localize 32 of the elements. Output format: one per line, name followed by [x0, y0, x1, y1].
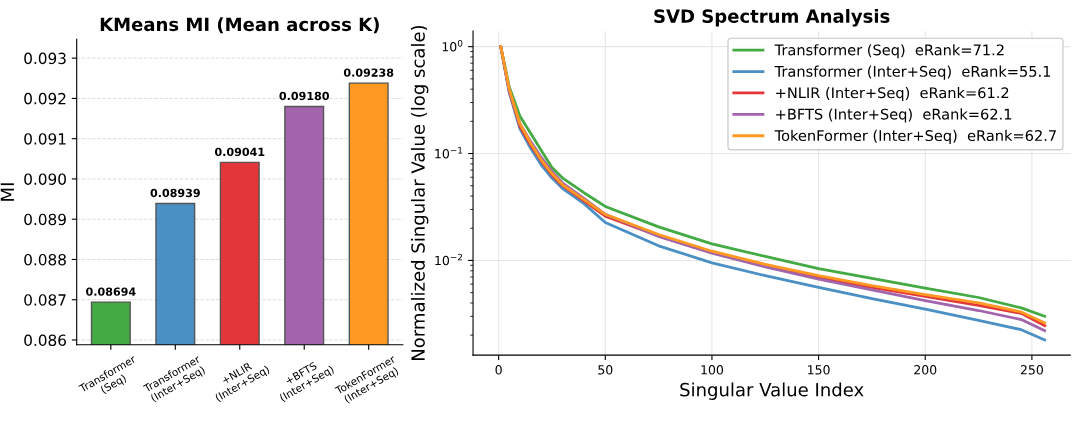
- data-label: 0.09180: [279, 91, 329, 101]
- y-tick-label: 0.091: [24, 133, 66, 145]
- legend-label: +BFTS (Inter+Seq) eRank=62.1: [776, 108, 1012, 123]
- y-tick-label: 0.093: [24, 52, 66, 65]
- y-tick-label: 0.086: [24, 334, 66, 346]
- y-axis-title: Normalized Singular Value (log scale): [410, 25, 429, 361]
- data-label: 0.09041: [214, 147, 265, 157]
- legend-label: +NLIR (Inter+Seq) eRank=61.2: [776, 86, 1009, 102]
- y-tick-label: 10$^{0}$: [442, 40, 463, 52]
- x-tick-label: 200: [914, 365, 937, 375]
- legend-label: Transformer (Inter+Seq) eRank=55.1: [774, 65, 1051, 80]
- data-label: 0.08939: [150, 188, 200, 198]
- x-tick-label: 150: [808, 365, 830, 375]
- y-tick-label: 0.089: [24, 213, 66, 226]
- x-tick-label: 0: [495, 365, 502, 375]
- legend-label: TokenFormer (Inter+Seq) eRank=62.7: [774, 129, 1056, 144]
- y-tick-label: 0.087: [24, 294, 66, 306]
- y-tick-label: 10$^{−1}$: [435, 147, 463, 159]
- x-tick-label: 100: [701, 365, 724, 375]
- y-axis-title: MI: [0, 183, 14, 201]
- x-axis-title: Singular Value Index: [680, 382, 864, 400]
- x-tick-label: 250: [1020, 365, 1043, 375]
- legend-label: Transformer (Seq) eRank=71.2: [774, 44, 1004, 59]
- data-label: 0.08694: [86, 287, 136, 296]
- data-label: 0.09238: [343, 68, 394, 77]
- y-tick-label: 10$^{−2}$: [435, 253, 462, 266]
- chart-title: SVD Spectrum Analysis: [654, 8, 890, 27]
- chart-title: KMeans MI (Mean across K): [100, 17, 379, 34]
- x-tick-label: 50: [598, 365, 613, 375]
- y-tick-label: 0.088: [24, 253, 66, 266]
- y-tick-label: 0.090: [24, 173, 66, 185]
- y-tick-label: 0.092: [24, 92, 66, 105]
